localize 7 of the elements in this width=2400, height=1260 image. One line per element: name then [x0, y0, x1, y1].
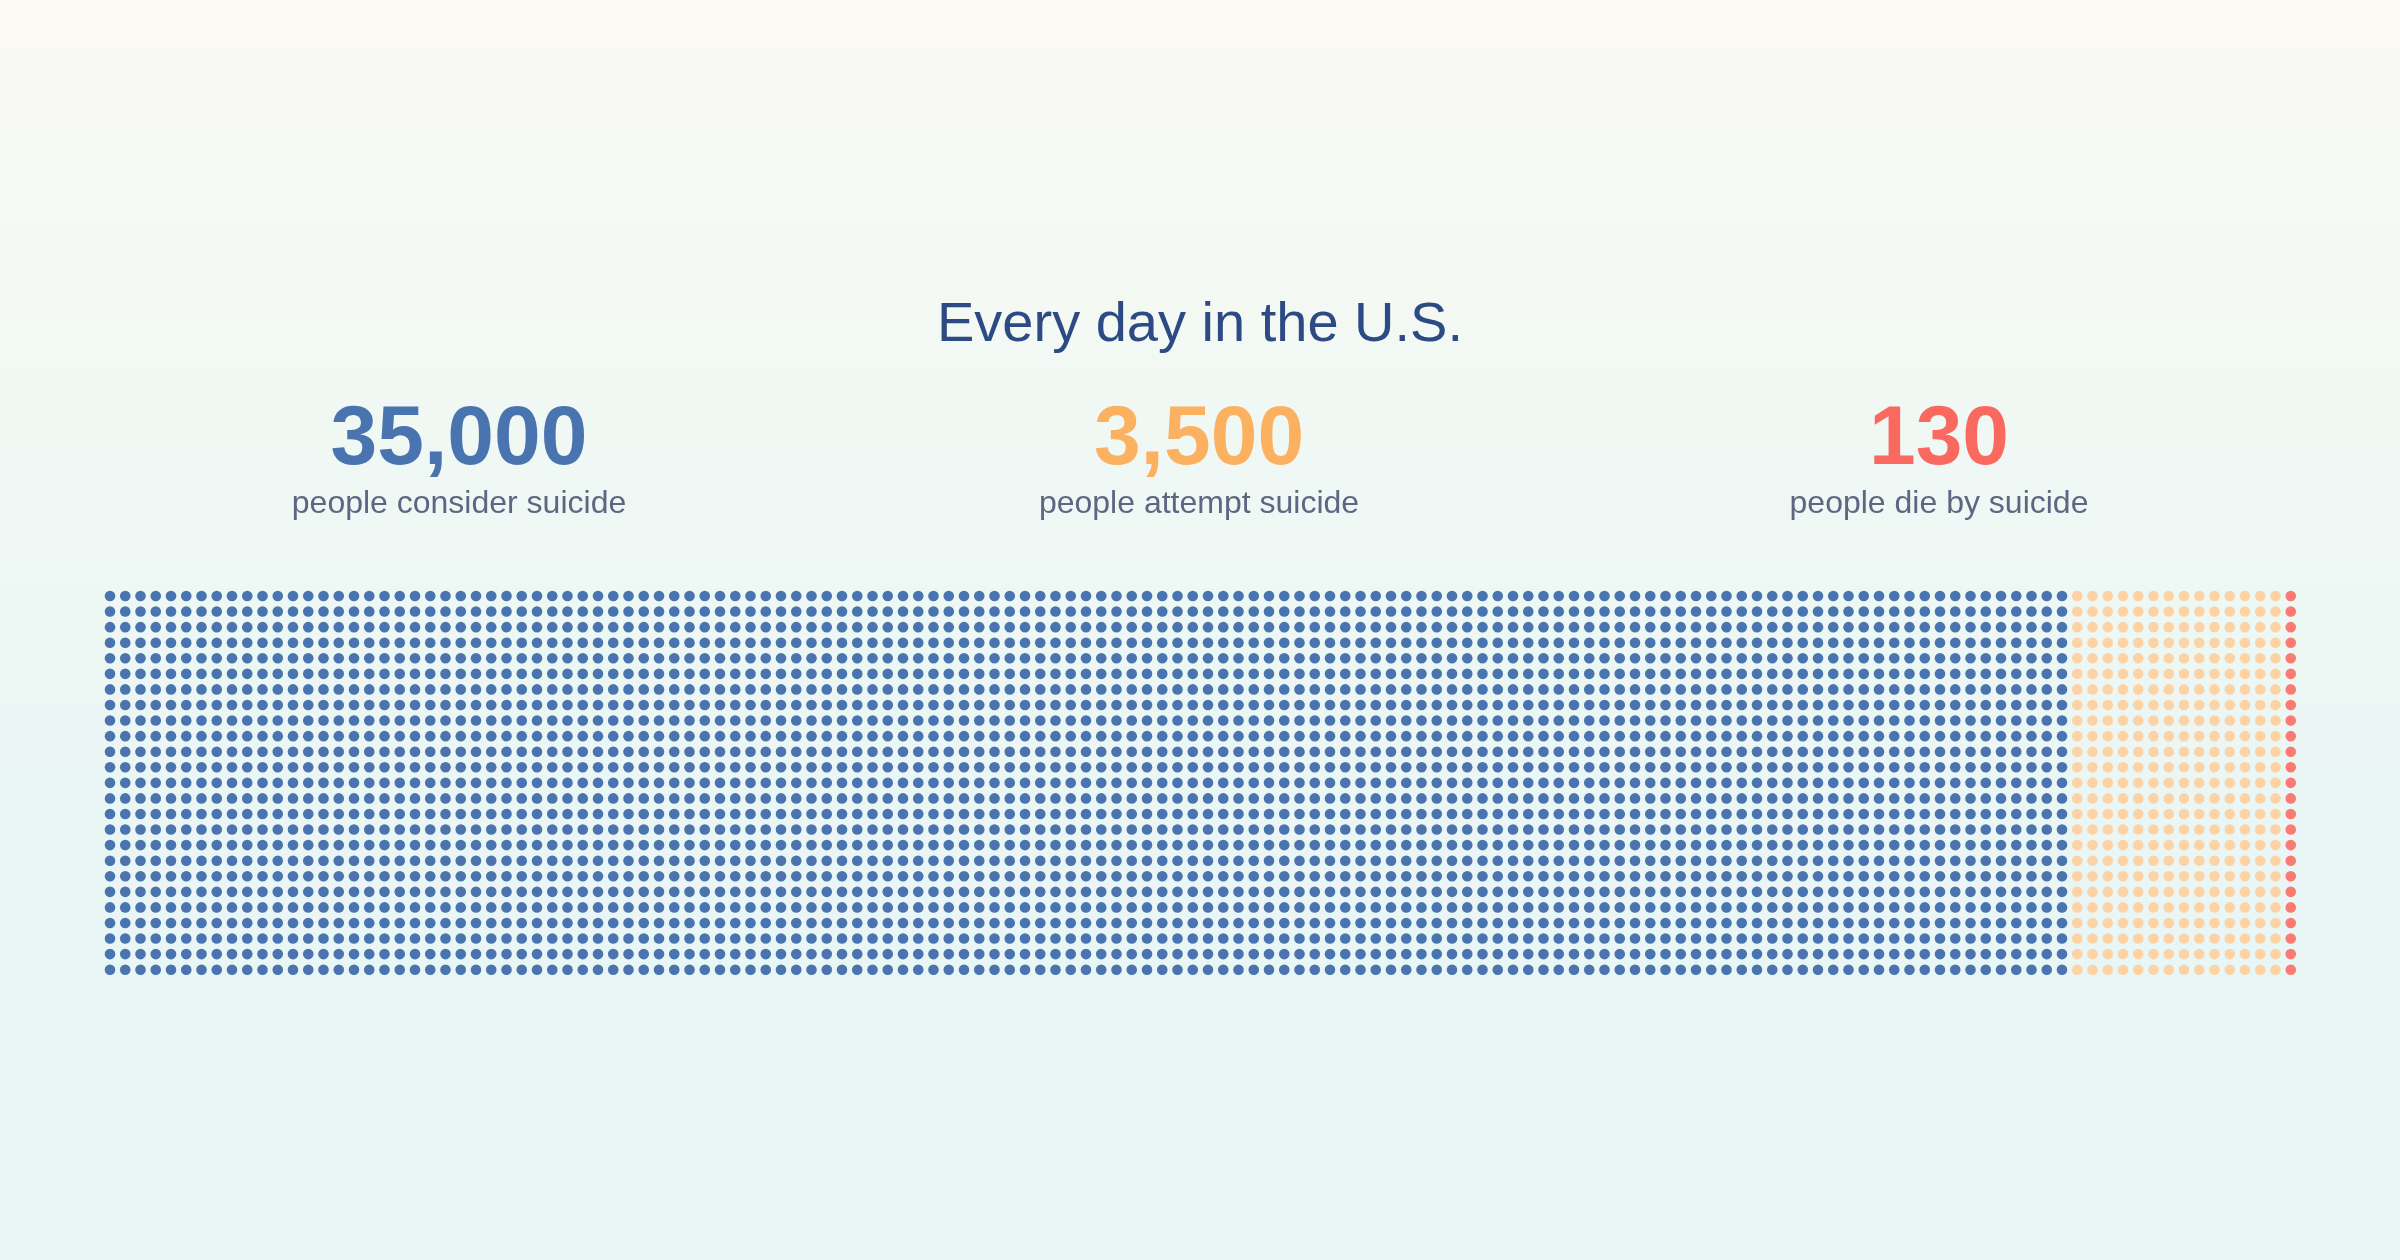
category-label: people die by suicide — [1789, 484, 2089, 520]
data-label: 130 — [1868, 388, 2010, 482]
text: Every day in the U.S. — [936, 290, 1464, 353]
category-label: people consider suicide — [291, 484, 627, 520]
data-label: 35,000 — [330, 388, 588, 482]
category-label: people attempt suicide — [1038, 484, 1360, 520]
data-label: 3,500 — [1093, 388, 1305, 482]
